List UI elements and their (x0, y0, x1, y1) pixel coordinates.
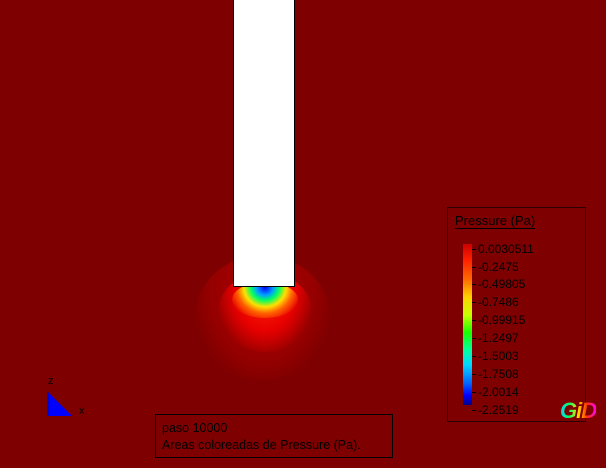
legend-tick: -2.2519 (472, 403, 519, 417)
legend-tick: -1.5003 (472, 349, 519, 363)
legend-tick: 0.0030511 (472, 242, 534, 256)
axes-triad: z x (44, 372, 94, 422)
pressure-contour-inner (232, 282, 298, 318)
result-description: Areas coloreadas de Pressure (Pa). (162, 438, 361, 452)
legend-tick: -0.2475 (472, 260, 519, 274)
legend-tick: -0.7486 (472, 295, 519, 309)
legend-color-bar (463, 244, 472, 405)
pressure-legend: Pressure (Pa) 0.0030511 -0.2475 -0.49805… (447, 207, 586, 422)
axes-icon: z x (47, 375, 85, 417)
legend-title: Pressure (Pa) (455, 213, 536, 229)
legend-tick: -2.0014 (472, 385, 519, 399)
legend-tick: -0.49805 (472, 277, 525, 291)
gid-logo: GiD (560, 398, 597, 423)
axis-z-label: z (48, 375, 54, 387)
solid-body (233, 0, 295, 287)
result-info-box: paso 10000 Areas coloreadas de Pressure … (155, 414, 393, 458)
legend-tick: -1.2497 (472, 331, 519, 345)
legend-tick: -0.99915 (472, 313, 525, 327)
legend-tick: -1.7508 (472, 367, 519, 381)
step-label: paso 10000 (162, 421, 228, 435)
axis-x-label: x (79, 405, 85, 417)
